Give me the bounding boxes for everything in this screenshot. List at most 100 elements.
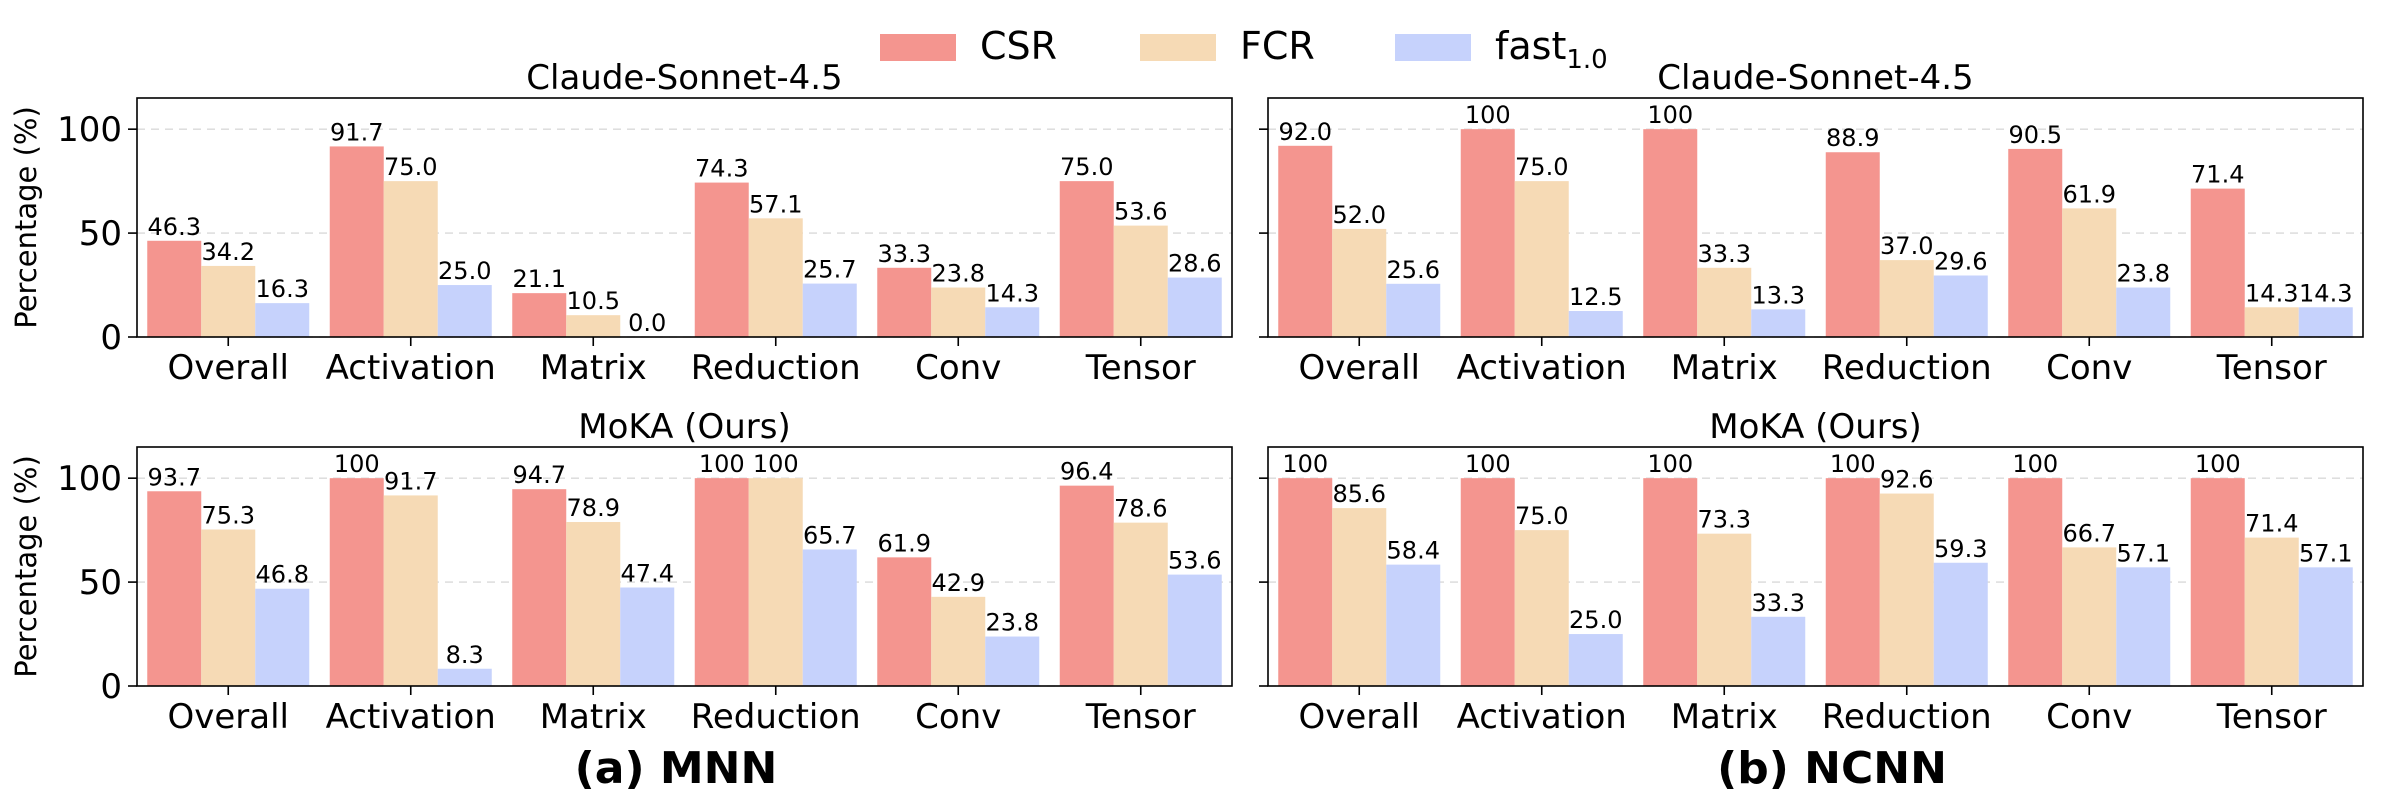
bar-csr-reduction [694, 182, 749, 337]
bar-csr-activation [1460, 478, 1515, 686]
value-label-fast1-0-conv: 57.1 [2117, 539, 2170, 567]
bar-csr-overall [1278, 478, 1333, 686]
value-label-fcr-matrix: 10.5 [567, 287, 620, 315]
ytick-label-50: 50 [79, 563, 122, 603]
bar-fast1-0-tensor [1167, 574, 1222, 686]
value-label-fast1-0-reduction: 59.3 [1934, 535, 1987, 563]
legend-subscript-fast1-0: 1.0 [1566, 45, 1607, 75]
value-label-csr-matrix: 94.7 [513, 461, 566, 489]
bar-fast1-0-reduction [802, 283, 857, 337]
bar-fast1-0-reduction [802, 549, 857, 686]
value-label-fcr-tensor: 71.4 [2245, 510, 2298, 538]
ytick-label-100: 100 [57, 110, 122, 150]
value-label-fcr-overall: 52.0 [1333, 201, 1386, 229]
bar-csr-conv [877, 557, 932, 686]
bar-csr-conv [2008, 148, 2063, 337]
value-label-fast1-0-conv: 23.8 [2117, 260, 2170, 288]
panel-title: MoKA (Ours) [578, 407, 790, 447]
category-label-reduction: Reduction [691, 348, 861, 388]
bar-fast1-0-matrix [1751, 616, 1806, 686]
value-label-fast1-0-tensor: 53.6 [1168, 547, 1221, 575]
bar-csr-tensor [2190, 188, 2245, 337]
value-label-csr-activation: 91.7 [330, 118, 383, 146]
value-label-fast1-0-reduction: 65.7 [803, 521, 856, 549]
legend-label-fast1-0: fast1.0 [1495, 24, 1608, 75]
category-label-conv: Conv [2046, 348, 2132, 388]
value-label-csr-matrix: 21.1 [513, 265, 566, 293]
bar-csr-tensor [1059, 181, 1114, 337]
bar-fcr-reduction [748, 478, 803, 686]
bar-fast1-0-overall [255, 303, 310, 337]
value-label-csr-overall: 46.3 [148, 213, 201, 241]
bar-fcr-conv [2062, 547, 2117, 686]
bar-fcr-conv [931, 596, 986, 686]
caption-mnn: (a) MNN [575, 743, 778, 794]
value-label-fcr-activation: 75.0 [1515, 502, 1568, 530]
value-label-csr-overall: 100 [1282, 450, 1328, 478]
bar-fast1-0-conv [2116, 287, 2171, 337]
chart-panels: 05010046.334.216.3Overall91.775.025.0Act… [9, 58, 2364, 737]
bar-fast1-0-matrix [620, 587, 675, 686]
bar-fcr-conv [2062, 208, 2117, 337]
bar-csr-matrix [512, 293, 567, 337]
legend: CSR FCR fast1.0 [880, 24, 1608, 75]
bar-fast1-0-activation [437, 668, 492, 686]
bar-csr-matrix [1643, 478, 1698, 686]
bar-fast1-0-tensor [1167, 277, 1222, 337]
category-label-tensor: Tensor [2216, 348, 2327, 388]
legend-label-fcr: FCR [1240, 24, 1315, 68]
value-label-fcr-reduction: 92.6 [1880, 466, 1933, 494]
value-label-fcr-activation: 75.0 [1515, 153, 1568, 181]
value-label-fast1-0-matrix: 33.3 [1752, 589, 1805, 617]
value-label-fcr-matrix: 78.9 [567, 494, 620, 522]
bar-fcr-matrix [1697, 267, 1752, 337]
ytick-label-50: 50 [79, 214, 122, 254]
legend-swatch-fast1-0 [1395, 34, 1471, 61]
bar-fast1-0-reduction [1933, 562, 1988, 686]
bar-csr-activation [329, 146, 384, 337]
panel-ncnn-claude: 92.052.025.6Overall10075.012.5Activation… [1259, 58, 2364, 388]
bar-csr-activation [1460, 129, 1515, 337]
bar-fcr-tensor [2244, 307, 2299, 337]
bar-csr-matrix [1643, 129, 1698, 337]
axes-frame [136, 97, 1233, 338]
bar-fast1-0-tensor [2298, 307, 2353, 337]
bar-fast1-0-activation [1568, 311, 1623, 337]
value-label-fcr-overall: 85.6 [1333, 480, 1386, 508]
value-label-csr-activation: 100 [334, 450, 380, 478]
axes-frame [136, 446, 1233, 687]
category-label-tensor: Tensor [2216, 697, 2327, 737]
ytick-label-100: 100 [57, 459, 122, 499]
bar-csr-conv [877, 267, 932, 337]
bar-csr-overall [147, 491, 202, 686]
bar-fast1-0-activation [1568, 634, 1623, 686]
bar-csr-overall [147, 240, 202, 337]
value-label-csr-tensor: 71.4 [2191, 161, 2244, 189]
bar-fast1-0-overall [1386, 564, 1441, 686]
bar-fcr-activation [383, 181, 438, 337]
value-label-fast1-0-activation: 12.5 [1569, 283, 1622, 311]
bar-csr-activation [329, 478, 384, 686]
category-label-activation: Activation [326, 697, 496, 737]
category-label-conv: Conv [2046, 697, 2132, 737]
bar-csr-tensor [1059, 485, 1114, 686]
category-label-matrix: Matrix [1671, 348, 1778, 388]
bar-csr-reduction [694, 478, 749, 686]
ytick-label-0: 0 [100, 667, 122, 707]
category-label-activation: Activation [326, 348, 496, 388]
value-label-csr-reduction: 74.3 [695, 155, 748, 183]
category-label-tensor: Tensor [1085, 697, 1196, 737]
panel-title: MoKA (Ours) [1709, 407, 1921, 447]
category-label-tensor: Tensor [1085, 348, 1196, 388]
value-label-csr-conv: 90.5 [2009, 121, 2062, 149]
category-label-conv: Conv [915, 348, 1001, 388]
category-label-conv: Conv [915, 697, 1001, 737]
category-label-matrix: Matrix [1671, 697, 1778, 737]
value-label-csr-reduction: 100 [1830, 450, 1876, 478]
value-label-csr-activation: 100 [1465, 101, 1511, 129]
value-label-csr-tensor: 100 [2195, 450, 2241, 478]
value-label-fast1-0-activation: 25.0 [1569, 606, 1622, 634]
bar-fcr-reduction [1879, 493, 1934, 686]
value-label-csr-activation: 100 [1465, 450, 1511, 478]
